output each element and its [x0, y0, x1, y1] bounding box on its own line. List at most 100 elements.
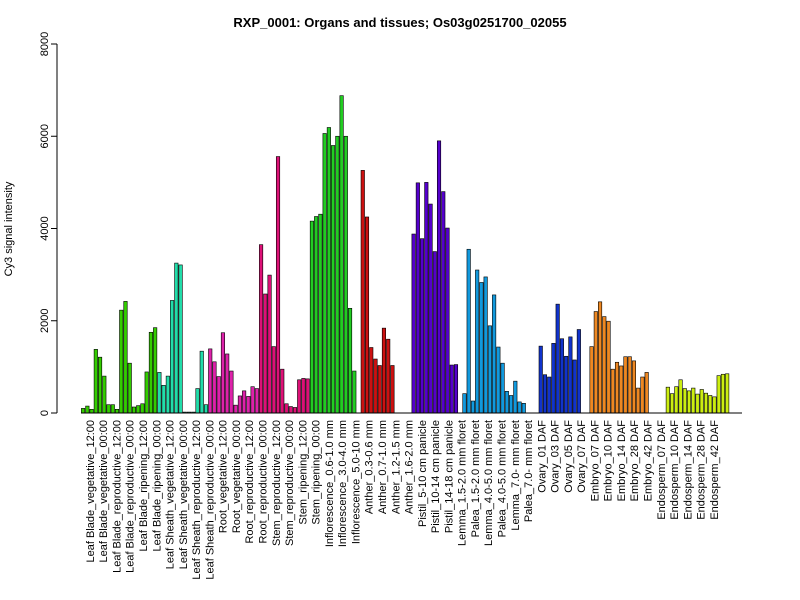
bar: [619, 365, 624, 414]
bar: [267, 274, 272, 414]
bar: [381, 327, 386, 414]
y-tick-label: 2000: [39, 309, 51, 333]
bar: [93, 349, 98, 414]
bar: [691, 387, 696, 414]
bar: [568, 336, 573, 414]
bar: [254, 388, 259, 414]
bar: [220, 332, 225, 414]
bar: [674, 386, 679, 414]
bar: [610, 368, 615, 414]
bar: [432, 251, 437, 414]
bar: [424, 182, 429, 414]
x-tick-label: Leaf Sheath_vegetative_00:00: [178, 420, 190, 569]
bar: [250, 386, 255, 414]
bar: [326, 127, 331, 414]
x-tick-label: Ovary_07 DAF: [576, 420, 588, 493]
bar: [85, 405, 90, 414]
bar: [119, 309, 124, 414]
x-tick-label: Root_reproductive_00:00: [258, 420, 270, 544]
bar: [348, 307, 353, 414]
bar: [716, 375, 721, 414]
bar: [360, 170, 365, 414]
chart-title: RXP_0001: Organs and tissues; Os03g02517…: [233, 15, 566, 30]
x-tick-label: Anther_0.3-0.6 mm: [364, 420, 376, 514]
x-tick-label: Leaf Sheath_reproductive_00:00: [204, 420, 216, 580]
bar: [614, 361, 620, 414]
x-tick-label: Endosperm_10 DAF: [669, 420, 681, 520]
x-tick-label: Inflorescence_3.0-4.0 mm: [337, 420, 349, 547]
x-tick-label: Lemma_4.0-5.0 mm floret: [483, 420, 495, 546]
x-tick-label: Anther_1.2-1.5 mm: [390, 420, 402, 514]
bar: [123, 301, 128, 414]
bar: [157, 372, 162, 414]
bar: [373, 358, 378, 414]
bar: [170, 300, 175, 414]
x-tick-label: Pistil_14-18 cm panicle: [443, 420, 455, 533]
x-tick-label: Pistil_5-10 cm panicle: [417, 420, 429, 527]
x-tick-label: Ovary_05 DAF: [563, 420, 575, 493]
bar: [593, 311, 598, 414]
bar: [462, 393, 467, 414]
bar: [470, 400, 475, 414]
x-tick-label: Endosperm_42 DAF: [709, 420, 721, 520]
bar: [390, 365, 395, 414]
bar: [229, 370, 234, 414]
bar: [513, 380, 518, 414]
x-tick-label: Ovary_03 DAF: [550, 420, 562, 493]
bar: [364, 216, 370, 414]
bar: [623, 356, 628, 414]
x-tick-label: Ovary_01 DAF: [536, 420, 548, 493]
bar: [665, 386, 670, 414]
bar: [492, 294, 497, 414]
bar: [500, 362, 505, 414]
bar: [479, 282, 484, 414]
bar: [606, 320, 611, 414]
bar: [131, 406, 136, 414]
bar: [445, 227, 450, 414]
bar: [140, 403, 145, 414]
bar: [259, 244, 264, 414]
bar: [699, 389, 704, 414]
bar: [343, 135, 348, 414]
bar: [165, 375, 170, 414]
bar: [415, 182, 420, 414]
bar: [636, 387, 641, 414]
bar: [377, 365, 382, 414]
bar: [292, 407, 298, 414]
bar: [589, 346, 594, 414]
bar: [521, 403, 526, 414]
bar: [297, 379, 302, 414]
bar: [199, 350, 204, 414]
bar: [640, 376, 645, 414]
bar: [208, 348, 213, 414]
bar: [136, 405, 141, 414]
bar: [288, 406, 293, 414]
bar: [538, 345, 543, 414]
bar: [271, 346, 276, 414]
y-axis-label: Cy3 signal intensity: [3, 181, 15, 276]
bar: [598, 301, 603, 414]
bar: [487, 325, 492, 414]
y-tick-label: 8000: [39, 32, 51, 56]
x-tick-label: Inflorescence_0.6-1.0 mm: [324, 420, 336, 547]
x-tick-label: Leaf Sheath_vegetative_12:00: [165, 420, 177, 569]
bar: [127, 362, 132, 414]
bar: [483, 276, 488, 414]
bar: [564, 355, 569, 414]
x-tick-label: Root_reproductive_12:00: [244, 420, 256, 544]
bar: [225, 353, 230, 414]
bar: [509, 395, 514, 414]
bar: [98, 356, 103, 414]
bar: [81, 408, 86, 414]
bar: [517, 401, 522, 414]
bar: [695, 393, 700, 414]
bar: [559, 338, 564, 414]
bar: [386, 338, 391, 414]
x-tick-label: Root_vegetative_00:00: [231, 420, 243, 533]
bar: [110, 404, 115, 414]
x-tick-label: Leaf Blade_ripening_12:00: [138, 420, 150, 552]
x-axis: Leaf Blade_vegetative_12:00 Leaf Blade_ve…: [85, 420, 721, 580]
bar: [420, 238, 425, 414]
bar: [576, 329, 581, 414]
